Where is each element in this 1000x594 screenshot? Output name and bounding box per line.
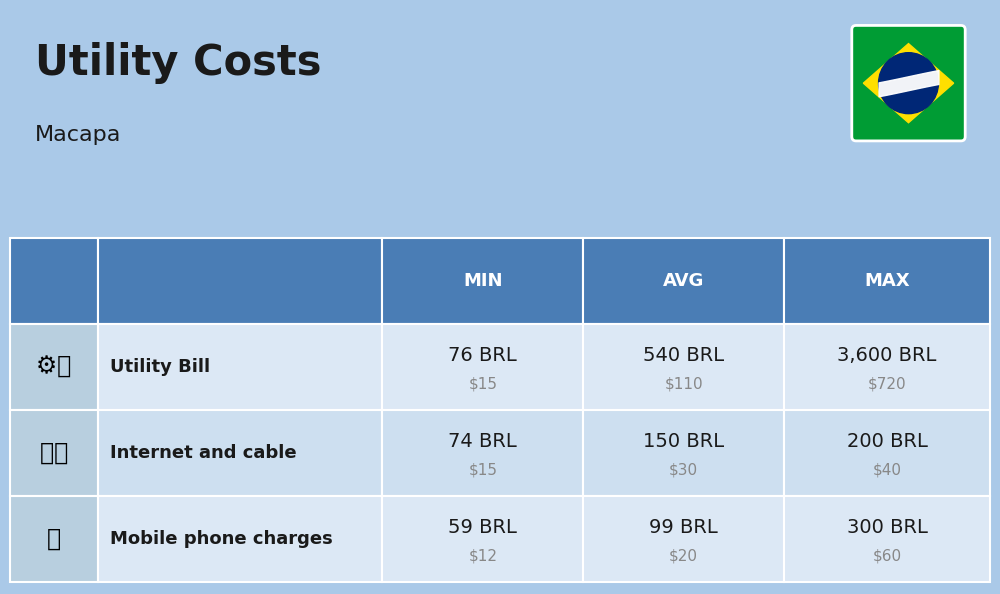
Text: $20: $20 bbox=[669, 549, 698, 564]
Text: 99 BRL: 99 BRL bbox=[649, 519, 718, 538]
Text: $60: $60 bbox=[873, 549, 902, 564]
Text: 200 BRL: 200 BRL bbox=[847, 432, 928, 451]
Text: MAX: MAX bbox=[864, 271, 910, 290]
Text: 📶🖥️: 📶🖥️ bbox=[40, 441, 68, 465]
Text: $40: $40 bbox=[873, 463, 902, 478]
Text: $15: $15 bbox=[468, 463, 497, 478]
Text: $30: $30 bbox=[669, 463, 698, 478]
Text: Internet and cable: Internet and cable bbox=[110, 444, 297, 462]
Text: Utility Bill: Utility Bill bbox=[110, 358, 210, 376]
Text: $110: $110 bbox=[664, 377, 703, 391]
Text: 300 BRL: 300 BRL bbox=[847, 519, 928, 538]
Text: 74 BRL: 74 BRL bbox=[448, 432, 517, 451]
Text: AVG: AVG bbox=[663, 271, 704, 290]
Text: $12: $12 bbox=[468, 549, 497, 564]
Text: $15: $15 bbox=[468, 377, 497, 391]
Text: $720: $720 bbox=[868, 377, 906, 391]
Text: Macapa: Macapa bbox=[35, 125, 121, 145]
Text: MIN: MIN bbox=[463, 271, 503, 290]
Polygon shape bbox=[863, 43, 954, 123]
Text: 3,600 BRL: 3,600 BRL bbox=[837, 346, 937, 365]
Text: 59 BRL: 59 BRL bbox=[448, 519, 517, 538]
Text: Mobile phone charges: Mobile phone charges bbox=[110, 530, 333, 548]
Text: Utility Costs: Utility Costs bbox=[35, 42, 322, 84]
Text: 540 BRL: 540 BRL bbox=[643, 346, 724, 365]
FancyBboxPatch shape bbox=[852, 26, 965, 141]
Circle shape bbox=[879, 53, 938, 113]
Text: 150 BRL: 150 BRL bbox=[643, 432, 724, 451]
Text: 📱: 📱 bbox=[47, 527, 61, 551]
Text: ⚙️🔌: ⚙️🔌 bbox=[36, 355, 72, 379]
Text: 76 BRL: 76 BRL bbox=[448, 346, 517, 365]
